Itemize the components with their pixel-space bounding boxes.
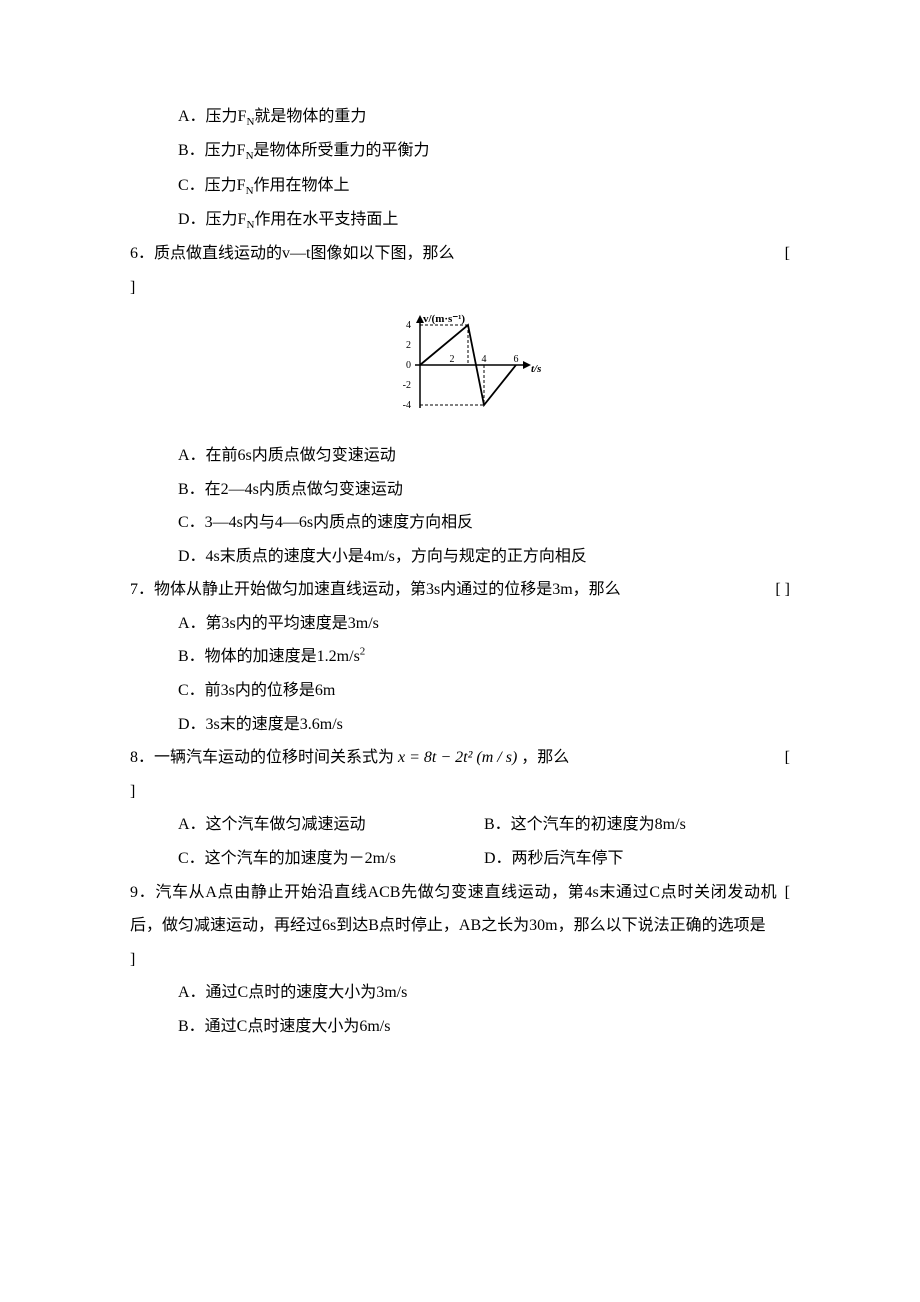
q7-stem: 7．物体从静止开始做匀加速直线运动，第3s内通过的位移是3m，那么 (130, 573, 767, 607)
q5-option-b: B．压力FN是物体所受重力的平衡力 (130, 134, 790, 168)
q5-a-tail: 就是物体的重力 (254, 108, 366, 125)
q8-bracket-close: ] (130, 775, 790, 809)
q5-c-tail: 作用在物体上 (254, 177, 350, 194)
q9-stem: 9．汽车从A点由静止开始沿直线ACB先做匀变速直线运动，第4s末通过C点时关闭发… (130, 876, 777, 943)
q8-option-a: A．这个汽车做匀减速运动 (178, 808, 484, 842)
q5-d-tail: 作用在水平支持面上 (254, 211, 398, 228)
q9-stem-line: 9．汽车从A点由静止开始沿直线ACB先做匀变速直线运动，第4s末通过C点时关闭发… (130, 876, 790, 943)
q5-a-text: A．压力F (178, 108, 246, 125)
svg-text:4: 4 (482, 354, 487, 365)
q5-option-a: A．压力FN就是物体的重力 (130, 100, 790, 134)
q8-bracket-open: [ (777, 741, 790, 775)
svg-text:-2: -2 (403, 380, 411, 391)
q9-block: 9．汽车从A点由静止开始沿直线ACB先做匀变速直线运动，第4s末通过C点时关闭发… (130, 876, 790, 977)
q7-b-pre: B．物体的加速度是1.2m/s (178, 648, 360, 665)
q8-option-d: D．两秒后汽车停下 (484, 842, 790, 876)
svg-text:2: 2 (406, 340, 411, 351)
q7-option-d: D．3s末的速度是3.6m/s (130, 708, 790, 742)
q6-option-d: D．4s末质点的速度大小是4m/s，方向与规定的正方向相反 (130, 540, 790, 574)
svg-text:0: 0 (406, 360, 411, 371)
q7-bracket: [ ] (767, 573, 790, 607)
q7-option-b: B．物体的加速度是1.2m/s2 (130, 640, 790, 674)
q6-bracket-close: ] (130, 271, 790, 305)
svg-text:v/(m·s⁻¹): v/(m·s⁻¹) (423, 313, 465, 325)
svg-text:-4: -4 (403, 400, 411, 411)
q9-option-b: B．通过C点时速度大小为6m/s (130, 1010, 790, 1044)
q9-bracket-open: [ (777, 876, 790, 943)
q8-option-b: B．这个汽车的初速度为8m/s (484, 808, 790, 842)
q9-bracket-close: ] (130, 943, 790, 977)
q6-option-b: B．在2—4s内质点做匀变速运动 (130, 473, 790, 507)
q8-stem: 8．一辆汽车运动的位移时间关系式为 x = 8t − 2t² (m / s) ，… (130, 741, 777, 775)
q8-stem-pre: 8．一辆汽车运动的位移时间关系式为 (130, 749, 398, 766)
q5-option-d: D．压力FN作用在水平支持面上 (130, 203, 790, 237)
q8-stem-post: ，那么 (517, 749, 569, 766)
q5-option-c: C．压力FN作用在物体上 (130, 169, 790, 203)
q9-option-a: A．通过C点时的速度大小为3m/s (130, 976, 790, 1010)
q8-row-cd: C．这个汽车的加速度为－2m/s D．两秒后汽车停下 (130, 842, 790, 876)
q8-option-c: C．这个汽车的加速度为－2m/s (178, 842, 484, 876)
q7-b-sup: 2 (360, 646, 366, 658)
svg-text:4: 4 (406, 320, 411, 331)
q6-stem-line: 6．质点做直线运动的v—t图像如以下图，那么 [ (130, 237, 790, 271)
q5-b-text: B．压力F (178, 142, 246, 159)
q6-bracket-open: [ (777, 237, 790, 271)
q7-option-c: C．前3s内的位移是6m (130, 674, 790, 708)
exam-page: A．压力FN就是物体的重力 B．压力FN是物体所受重力的平衡力 C．压力FN作用… (0, 0, 920, 1302)
q8-row-ab: A．这个汽车做匀减速运动 B．这个汽车的初速度为8m/s (130, 808, 790, 842)
q5-d-text: D．压力F (178, 211, 246, 228)
q8-stem-line: 8．一辆汽车运动的位移时间关系式为 x = 8t − 2t² (m / s) ，… (130, 741, 790, 775)
q6-chart: v/(m·s⁻¹) t/s 4 2 0 -2 -4 2 4 6 (130, 310, 790, 433)
q6-stem: 6．质点做直线运动的v—t图像如以下图，那么 (130, 237, 777, 271)
q5-c-sub: N (246, 185, 254, 197)
q8-formula: x = 8t − 2t² (m / s) (398, 749, 517, 766)
svg-text:t/s: t/s (531, 363, 541, 375)
q6-option-c: C．3—4s内与4—6s内质点的速度方向相反 (130, 506, 790, 540)
vt-graph-icon: v/(m·s⁻¹) t/s 4 2 0 -2 -4 2 4 6 (375, 310, 545, 420)
svg-text:2: 2 (450, 354, 455, 365)
q5-b-sub: N (246, 150, 254, 162)
q7-option-a: A．第3s内的平均速度是3m/s (130, 607, 790, 641)
q6-option-a: A．在前6s内质点做匀变速运动 (130, 439, 790, 473)
svg-text:6: 6 (514, 354, 519, 365)
q5-b-tail: 是物体所受重力的平衡力 (254, 142, 430, 159)
q7-stem-line: 7．物体从静止开始做匀加速直线运动，第3s内通过的位移是3m，那么 [ ] (130, 573, 790, 607)
q5-c-text: C．压力F (178, 177, 246, 194)
